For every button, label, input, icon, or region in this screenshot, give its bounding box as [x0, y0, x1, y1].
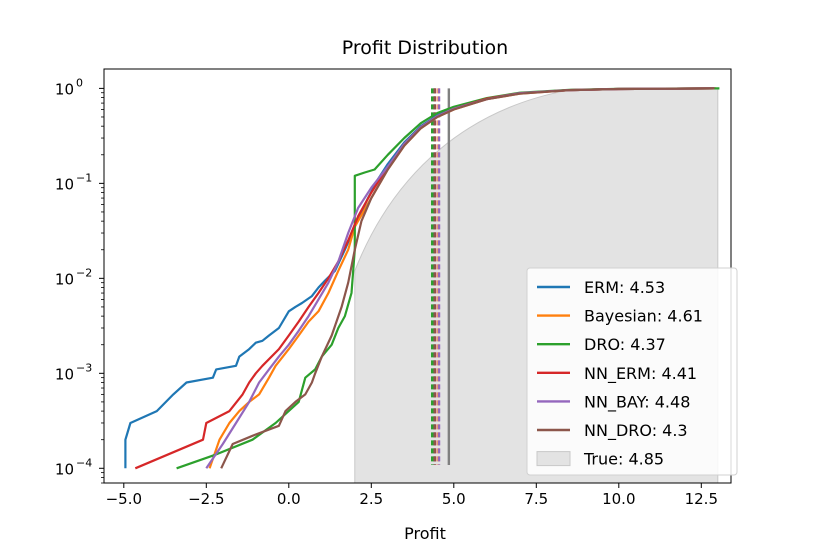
x-tick-label: 10.0	[602, 490, 635, 508]
legend-label: NN_BAY: 4.48	[584, 392, 690, 412]
legend-swatch-true	[536, 451, 571, 467]
legend-label: DRO: 4.37	[584, 335, 666, 354]
x-tick-label: 0.0	[277, 490, 301, 508]
y-tick-label: 10	[55, 365, 74, 383]
y-tick-label: 10	[55, 270, 74, 288]
series-line-nn-dro	[220, 87, 715, 469]
x-tick-label: 2.5	[359, 490, 383, 508]
x-axis-label: Profit	[404, 524, 446, 543]
legend-label: NN_ERM: 4.41	[584, 364, 697, 384]
legend-box	[526, 267, 738, 476]
y-tick-label: 10	[55, 460, 74, 478]
chart-title: Profit Distribution	[342, 37, 508, 59]
x-tick-label: −2.5	[188, 490, 224, 508]
y-tick-exponent: −2	[76, 266, 92, 279]
x-tick-label: 12.5	[685, 490, 718, 508]
y-tick-label: 10	[55, 175, 74, 193]
x-tick-label: 7.5	[524, 490, 548, 508]
legend-label: NN_DRO: 4.3	[584, 421, 688, 441]
y-tick-exponent: −1	[76, 171, 92, 184]
x-tick-label: −5.0	[106, 490, 142, 508]
legend-label: ERM: 4.53	[584, 278, 665, 297]
y-tick-exponent: −4	[76, 456, 92, 469]
y-tick-label: 10	[55, 80, 74, 98]
legend-label: True: 4.85	[583, 450, 664, 469]
legend: ERM: 4.53 Bayesian: 4.61 DRO: 4.37 NN_ERM: …	[526, 267, 738, 476]
axes: −5.0 −2.5 0.0 2.5 5.0 7.5 10.0 12.510 010 −110 −21…	[55, 76, 718, 508]
x-tick-label: 5.0	[442, 490, 466, 508]
y-tick-exponent: −3	[76, 361, 92, 374]
y-tick-exponent: 0	[76, 76, 83, 89]
legend-label: Bayesian: 4.61	[584, 307, 703, 326]
